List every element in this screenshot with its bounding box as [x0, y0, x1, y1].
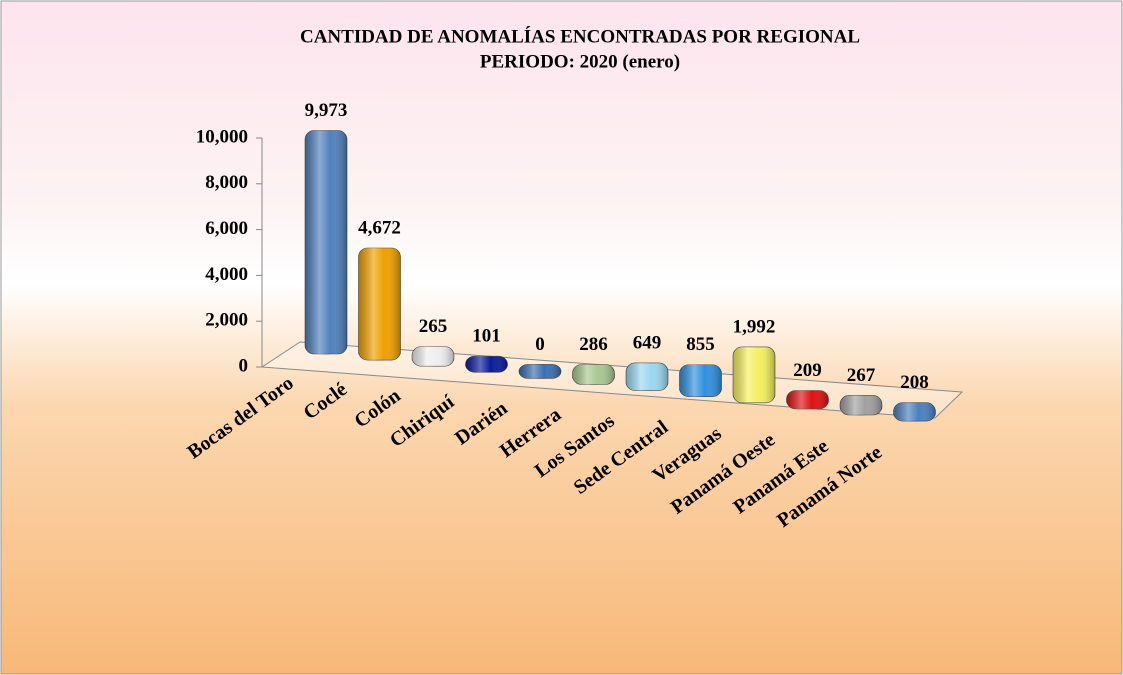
bar-shine [786, 390, 829, 409]
y-tick-label: 2,000 [205, 310, 248, 331]
bar-shine [679, 364, 722, 397]
y-tick-label: 4,000 [205, 264, 248, 285]
bar-shine [840, 395, 882, 415]
y-tick-label: 10,000 [196, 126, 248, 147]
value-label: 267 [847, 365, 876, 386]
value-label: 9,973 [305, 100, 348, 121]
value-label: 208 [900, 372, 929, 393]
y-tick-label: 8,000 [205, 172, 248, 193]
chart-subtitle: PERIODO: 2020 (enero) [480, 51, 680, 72]
bar-shine [733, 346, 775, 403]
chart-title: CANTIDAD DE ANOMALÍAS ENCONTRADAS POR RE… [300, 25, 860, 47]
y-tick-label: 0 [239, 355, 249, 376]
bar-shine [412, 346, 454, 367]
bar-shine [358, 247, 401, 361]
value-label: 265 [419, 316, 448, 337]
value-label: 209 [793, 360, 822, 381]
value-label: 286 [579, 334, 608, 355]
bar-shine [893, 402, 936, 422]
value-label: 855 [686, 334, 715, 355]
bar-shine [626, 362, 668, 391]
bar-shine [572, 364, 615, 385]
value-label: 1,992 [733, 316, 776, 337]
bar-shine [305, 130, 347, 354]
value-label: 101 [472, 326, 501, 347]
value-label: 0 [535, 334, 545, 355]
value-label: 649 [633, 332, 662, 353]
bar-shine [519, 364, 561, 379]
bar-shine [465, 356, 508, 373]
y-tick-label: 6,000 [205, 218, 248, 239]
value-label: 4,672 [358, 217, 401, 238]
